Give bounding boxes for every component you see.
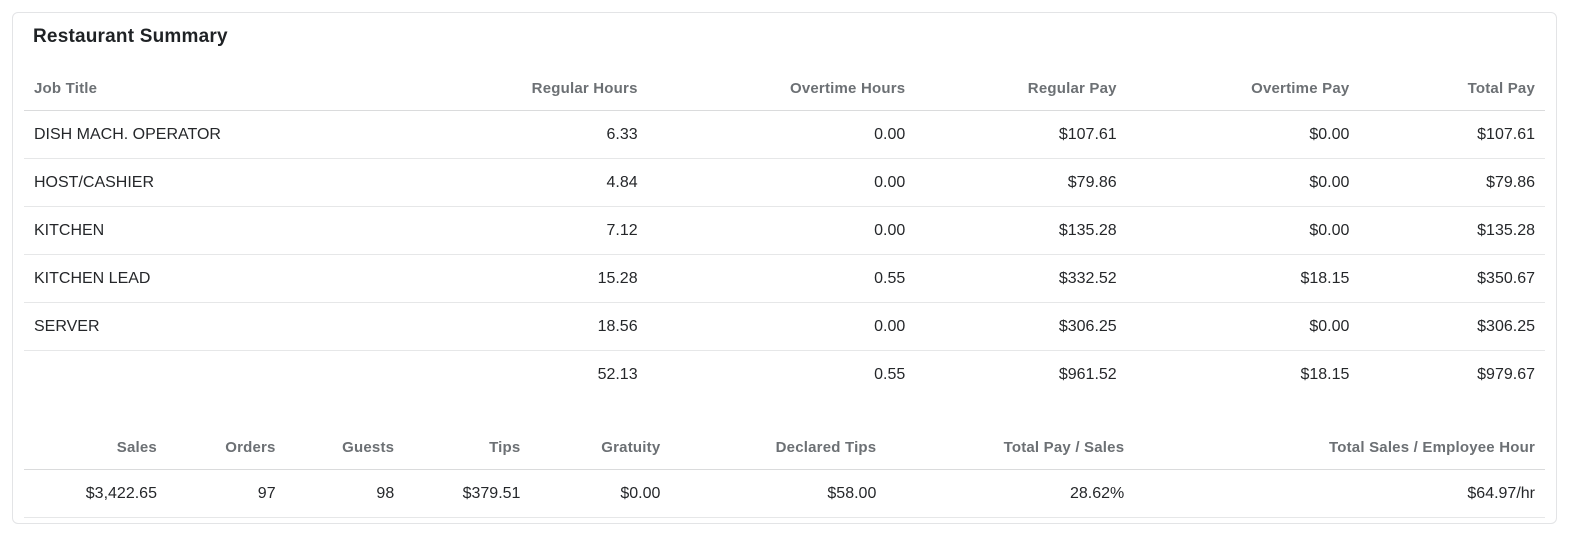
regular-hours-cell: 4.84 xyxy=(419,158,648,207)
job-title-cell: KITCHEN LEAD xyxy=(24,254,420,303)
regular-pay-cell: $79.86 xyxy=(915,158,1127,207)
overtime-pay-cell: $0.00 xyxy=(1126,302,1360,351)
totals-overtime-pay-cell: $18.15 xyxy=(1126,350,1360,398)
total-pay-cell: $350.67 xyxy=(1359,254,1545,303)
overtime-hours-cell: 0.00 xyxy=(874,126,906,143)
overtime-pay-cell: $0.00 xyxy=(1309,126,1350,143)
total-pay-cell: $79.86 xyxy=(1359,158,1545,207)
sales-summary-table: Sales Orders Guests Tips Gratuity Declar… xyxy=(24,426,1545,518)
total-sales-emp-hour-cell: $64.97/hr xyxy=(1134,469,1545,518)
guests-cell: 98 xyxy=(285,469,405,518)
column-header-total-pay-sales: Total Pay / Sales xyxy=(886,426,1135,470)
overtime-hours-cell: 0.55 xyxy=(647,254,916,303)
labor-table-header-row: Job Title Regular Hours Overtime Hours R… xyxy=(24,67,1545,111)
regular-hours-cell: 6.33 xyxy=(606,126,638,143)
totals-row: 52.13 0.55 $961.52 $18.15 $979.67 xyxy=(24,350,1545,398)
total-pay-sales-cell: 28.62% xyxy=(886,469,1135,518)
column-header-regular-pay: Regular Pay xyxy=(915,67,1127,111)
table-row: HOST/CASHIER 4.84 0.00 $79.86 $0.00 $79.… xyxy=(24,158,1545,207)
overtime-pay-cell: $0.00 xyxy=(1126,158,1360,207)
column-header-overtime-pay: Overtime Pay xyxy=(1126,67,1360,111)
page-title: Restaurant Summary xyxy=(33,26,228,47)
column-header-overtime-hours: Overtime Hours xyxy=(647,67,916,111)
column-header-orders: Orders xyxy=(166,426,286,470)
job-title-cell: DISH MACH. OPERATOR xyxy=(34,126,221,143)
regular-pay-cell: $135.28 xyxy=(915,206,1127,255)
total-pay-cell: $306.25 xyxy=(1359,302,1545,351)
regular-pay-cell: $332.52 xyxy=(915,254,1127,303)
totals-regular-pay-cell: $961.52 xyxy=(915,350,1127,398)
sales-table-header-row: Sales Orders Guests Tips Gratuity Declar… xyxy=(24,426,1545,470)
column-header-total-pay: Total Pay xyxy=(1359,67,1545,111)
regular-pay-cell: $306.25 xyxy=(915,302,1127,351)
restaurant-summary-card: Restaurant Summary Job Title Regular Hou… xyxy=(12,12,1557,524)
regular-hours-cell: 15.28 xyxy=(419,254,648,303)
tips-cell: $379.51 xyxy=(404,469,531,518)
column-header-guests: Guests xyxy=(285,426,405,470)
table-row: KITCHEN 7.12 0.00 $135.28 $0.00 $135.28 xyxy=(24,206,1545,255)
totals-overtime-hours-cell: 0.55 xyxy=(647,350,916,398)
job-title-cell: HOST/CASHIER xyxy=(24,158,420,207)
overtime-hours-cell: 0.00 xyxy=(647,302,916,351)
column-header-job-title: Job Title xyxy=(24,67,420,111)
overtime-hours-cell: 0.00 xyxy=(647,206,916,255)
labor-summary-table: Job Title Regular Hours Overtime Hours R… xyxy=(24,67,1545,398)
column-header-regular-hours: Regular Hours xyxy=(419,67,648,111)
column-header-tips: Tips xyxy=(404,426,531,470)
job-title-cell: SERVER xyxy=(24,302,420,351)
sales-cell: $3,422.65 xyxy=(24,469,167,518)
column-header-sales: Sales xyxy=(24,426,167,470)
overtime-pay-cell: $18.15 xyxy=(1126,254,1360,303)
column-header-total-sales-emp-hour: Total Sales / Employee Hour xyxy=(1134,426,1545,470)
total-pay-cell: $135.28 xyxy=(1359,206,1545,255)
totals-job-title-cell xyxy=(24,350,420,398)
table-row: DISH MACH. OPERATOR 6.33 0.00 $107.61 $0… xyxy=(24,111,1545,159)
totals-regular-hours-cell: 52.13 xyxy=(419,350,648,398)
gratuity-cell: $0.00 xyxy=(530,469,671,518)
column-header-gratuity: Gratuity xyxy=(530,426,671,470)
declared-tips-cell: $58.00 xyxy=(670,469,887,518)
total-pay-cell: $107.61 xyxy=(1477,126,1535,143)
orders-cell: 97 xyxy=(166,469,286,518)
totals-total-pay-cell: $979.67 xyxy=(1359,350,1545,398)
overtime-hours-cell: 0.00 xyxy=(647,158,916,207)
regular-hours-cell: 7.12 xyxy=(419,206,648,255)
table-row: SERVER 18.56 0.00 $306.25 $0.00 $306.25 xyxy=(24,302,1545,351)
table-row: KITCHEN LEAD 15.28 0.55 $332.52 $18.15 $… xyxy=(24,254,1545,303)
regular-hours-cell: 18.56 xyxy=(419,302,648,351)
job-title-cell: KITCHEN xyxy=(24,206,420,255)
overtime-pay-cell: $0.00 xyxy=(1126,206,1360,255)
sales-values-row: $3,422.65 97 98 $379.51 $0.00 $58.00 28.… xyxy=(24,469,1545,518)
regular-pay-cell: $107.61 xyxy=(1058,126,1117,143)
column-header-declared-tips: Declared Tips xyxy=(670,426,887,470)
